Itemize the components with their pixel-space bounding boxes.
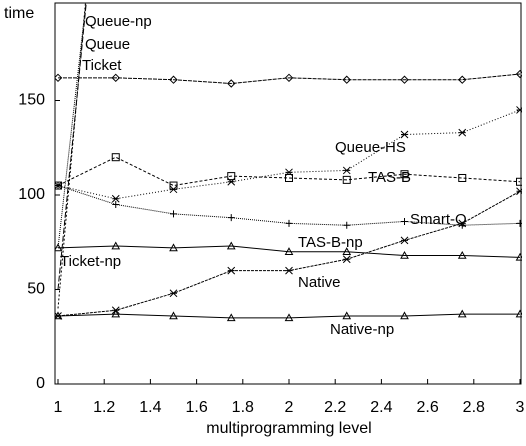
series-line [57, 156, 521, 187]
point [111, 309, 121, 318]
point [342, 75, 351, 84]
x-tick-label: 1.8 [232, 399, 254, 416]
point [458, 173, 467, 182]
point [226, 313, 236, 322]
point [169, 181, 178, 190]
point [400, 311, 409, 320]
point [400, 236, 409, 245]
series-label: Native-np [330, 321, 394, 338]
point [400, 130, 409, 139]
point [342, 166, 351, 175]
point [111, 73, 120, 83]
x-tick-label: 2.6 [416, 399, 438, 416]
point [111, 241, 121, 250]
x-tick-label: 1.4 [139, 399, 161, 416]
point [457, 250, 467, 259]
point [227, 172, 236, 181]
point [284, 247, 294, 255]
point [401, 217, 408, 225]
x-tick-label: 1 [54, 399, 63, 416]
series-label: TAS-B [368, 169, 411, 186]
point [400, 250, 409, 259]
point [169, 289, 178, 298]
series-line [58, 73, 521, 84]
point [342, 255, 351, 264]
point [112, 200, 120, 208]
series-label: Ticket [82, 57, 122, 74]
point [458, 219, 467, 228]
point [227, 79, 236, 88]
point [516, 219, 522, 227]
x-tick-label: 2.8 [463, 399, 485, 416]
point [55, 311, 63, 320]
point [457, 309, 467, 318]
point [169, 311, 178, 320]
x-tick-label: 3 [516, 399, 525, 416]
point [515, 252, 522, 261]
point [227, 214, 235, 222]
point [516, 177, 522, 186]
series-line [57, 313, 520, 319]
point [55, 243, 63, 252]
y-tick-label: 50 [27, 281, 45, 298]
point [169, 243, 178, 252]
series-label: Ticket-np [60, 253, 121, 270]
x-axis-label: multiprogramming level [206, 420, 371, 437]
plot-area [55, 3, 522, 322]
plot-frame [54, 2, 522, 385]
point [111, 153, 120, 162]
point [343, 221, 351, 229]
point [515, 69, 522, 79]
series-label: TAS-B-np [298, 234, 363, 251]
point [458, 75, 467, 84]
point [516, 187, 522, 196]
point [342, 175, 351, 184]
y-axis-label: time [4, 5, 34, 22]
point [111, 194, 120, 203]
point [285, 219, 293, 227]
x-tick-label: 1.6 [185, 399, 207, 416]
point [55, 73, 63, 83]
x-tick-label: 2 [285, 399, 294, 416]
point [285, 266, 293, 275]
series-label: Queue [85, 36, 130, 53]
point [342, 247, 352, 255]
x-tick-label: 2.4 [370, 399, 392, 416]
point [400, 170, 409, 179]
point [458, 128, 467, 137]
series-line [57, 3, 87, 290]
point [285, 173, 293, 182]
x-tick-label: 2.2 [324, 399, 346, 416]
y-tick-label: 0 [36, 375, 45, 392]
point [169, 75, 178, 84]
series-line [57, 185, 521, 226]
point [170, 210, 177, 218]
series-label: Native [298, 274, 341, 291]
point [55, 182, 62, 190]
point [226, 241, 236, 250]
point [515, 309, 522, 318]
point [284, 313, 294, 322]
point [400, 75, 409, 84]
point [284, 73, 294, 83]
point [342, 311, 352, 320]
series-line [57, 190, 521, 317]
series-label: Queue-HS [335, 139, 406, 156]
series-line [57, 109, 521, 200]
point [516, 106, 522, 114]
y-tick-label: 100 [18, 186, 45, 203]
x-tick-label: 1.2 [93, 399, 115, 416]
point [227, 266, 236, 275]
y-tick-label: 150 [18, 92, 45, 109]
series-line [57, 245, 521, 258]
series-label: Queue-np [85, 13, 152, 30]
series-label: Smart-Q [410, 211, 467, 228]
series-line [57, 3, 87, 248]
